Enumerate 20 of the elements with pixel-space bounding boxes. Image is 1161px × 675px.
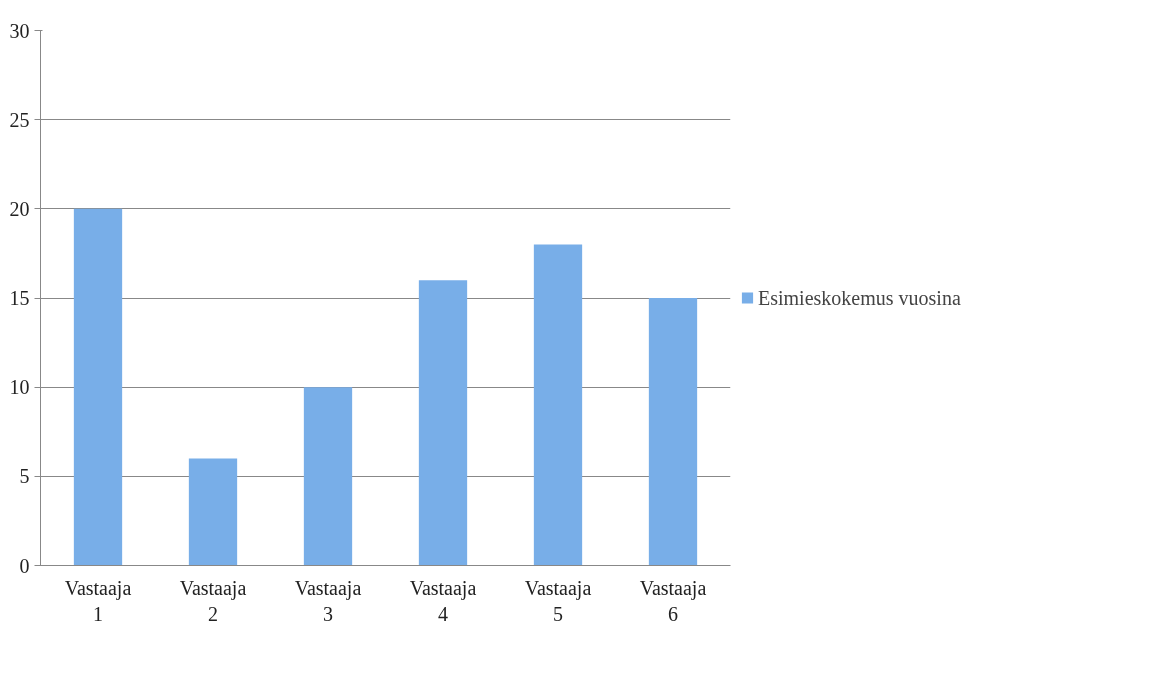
x-tick-label: Vastaaja 2 — [179, 576, 247, 625]
bar — [418, 280, 468, 566]
bar — [533, 244, 583, 566]
y-tick-label: 25 — [9, 108, 30, 131]
y-tick-label: 0 — [19, 554, 30, 577]
legend-label: Esimieskokemus vuosina — [758, 286, 961, 309]
x-tick-label: Vastaaja 3 — [294, 576, 362, 625]
y-tick-label: 5 — [19, 465, 30, 488]
bar — [73, 208, 123, 566]
bar — [648, 298, 698, 566]
x-tick-label: Vastaaja 4 — [409, 576, 477, 625]
y-tick-label: 30 — [9, 19, 30, 42]
y-tick-label: 10 — [9, 376, 30, 399]
x-tick-label: Vastaaja 6 — [639, 576, 707, 625]
bar — [303, 387, 353, 566]
bar — [188, 458, 238, 566]
x-tick-label: Vastaaja 1 — [64, 576, 132, 625]
y-tick-label: 15 — [9, 287, 30, 309]
y-tick-label: 20 — [9, 197, 30, 220]
x-tick-label: Vastaaja 5 — [524, 576, 592, 625]
